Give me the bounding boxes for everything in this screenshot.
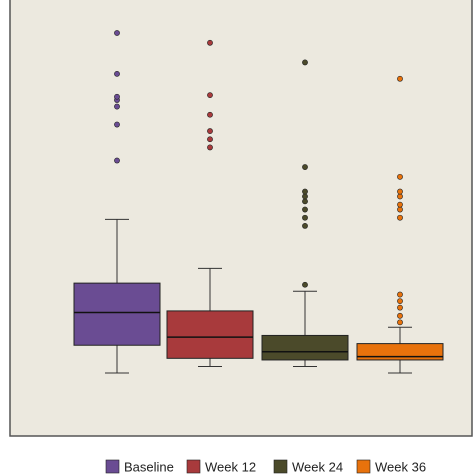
legend-label: Week 24: [292, 460, 343, 474]
outlier-point: [397, 312, 403, 319]
outlier-point: [302, 164, 308, 170]
legend-item-2: Week 24: [273, 459, 343, 474]
legend: Baseline Week 12 Week 24 Week 36: [105, 459, 426, 474]
legend-swatch: [105, 459, 120, 474]
outlier-point: [114, 30, 120, 36]
outlier-point: [114, 121, 120, 128]
outlier-point: [114, 103, 120, 110]
legend-item-1: Week 12: [186, 459, 256, 474]
outlier-point: [302, 214, 308, 221]
outlier-point: [207, 92, 213, 99]
outlier-point: [397, 319, 403, 326]
box-group-3: [356, 326, 444, 374]
outlier-point: [397, 201, 403, 208]
box-layer: [73, 218, 444, 374]
outlier-point: [302, 281, 308, 288]
box-iqr: [261, 334, 349, 361]
outlier-point: [397, 173, 403, 180]
box-iqr: [166, 310, 254, 359]
outlier-point: [207, 111, 213, 118]
outlier-point: [397, 214, 403, 221]
outlier-point: [302, 59, 308, 66]
box-group-2: [261, 290, 349, 367]
legend-item-3: Week 36: [356, 459, 426, 474]
outlier-point: [207, 39, 213, 46]
box-iqr: [73, 282, 161, 346]
outlier-point: [114, 70, 120, 77]
box-iqr: [356, 343, 444, 361]
outlier-point: [397, 291, 403, 298]
outlier-point: [397, 193, 403, 200]
outlier-layer: [114, 30, 403, 326]
outlier-point: [114, 93, 120, 100]
outlier-point: [302, 193, 308, 200]
legend-swatch: [186, 459, 201, 474]
legend-label: Week 36: [375, 460, 426, 474]
outlier-point: [397, 75, 403, 82]
outlier-point: [302, 188, 308, 195]
outlier-point: [207, 128, 213, 134]
outlier-point: [397, 206, 403, 213]
legend-label: Week 12: [205, 460, 256, 474]
outlier-point: [397, 298, 403, 305]
outlier-point: [207, 136, 213, 143]
plot-panel: [9, 0, 473, 437]
legend-item-0: Baseline: [105, 459, 174, 474]
outlier-point: [302, 198, 308, 205]
box-group-1: [166, 267, 254, 367]
outlier-point: [302, 223, 308, 229]
outlier-point: [207, 144, 213, 151]
legend-swatch: [356, 459, 371, 474]
outlier-point: [397, 188, 403, 195]
outlier-point: [114, 157, 120, 164]
box-group-0: [73, 218, 161, 374]
outlier-point: [397, 304, 403, 311]
legend-label: Baseline: [124, 460, 174, 474]
outlier-point: [302, 206, 308, 213]
legend-swatch: [273, 459, 288, 474]
